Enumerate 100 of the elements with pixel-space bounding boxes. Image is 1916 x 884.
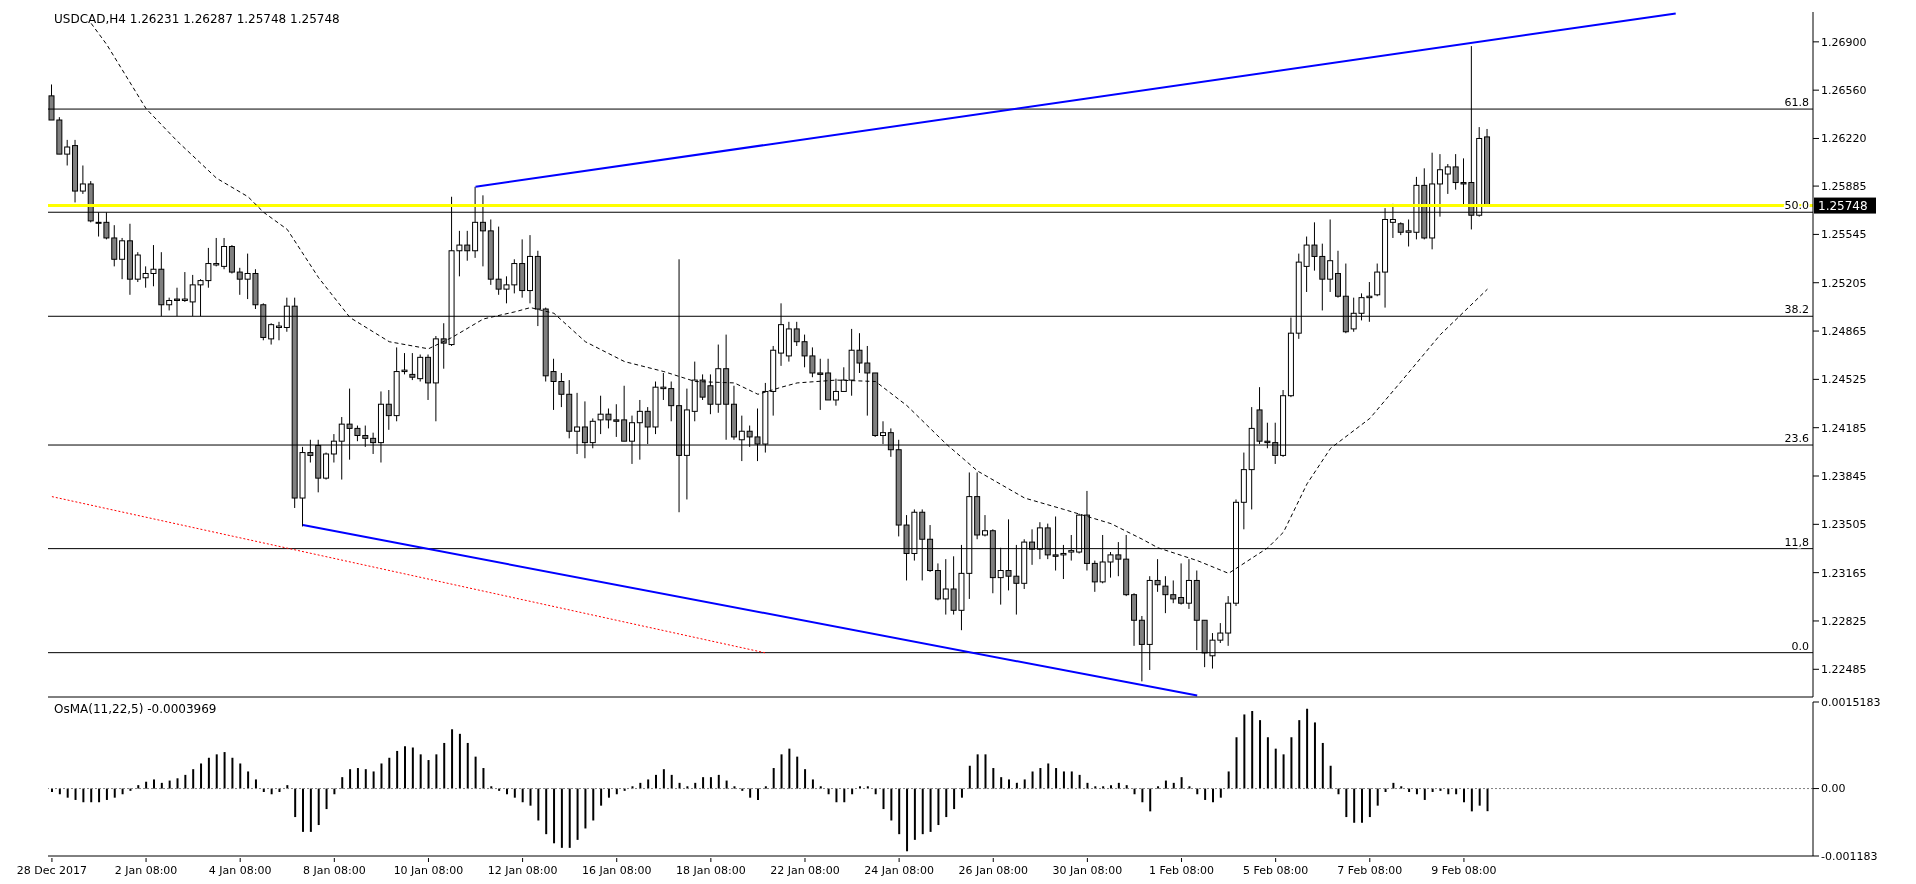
bar	[1447, 788, 1450, 795]
bar	[223, 752, 226, 789]
y-tick-label: -0.001183	[1821, 849, 1878, 863]
y-tick-label: 1.23505	[1821, 518, 1867, 532]
y-tick-label: 1.26900	[1821, 35, 1867, 49]
candlestick	[832, 378, 839, 407]
y-tick-label: 1.22485	[1821, 663, 1867, 677]
y-tick-label: 1.24525	[1821, 373, 1867, 387]
x-tick-label: 12 Jan 08:00	[487, 864, 558, 877]
bar	[600, 788, 603, 806]
bar	[1259, 720, 1262, 789]
bar	[1455, 788, 1458, 795]
bar	[302, 788, 305, 832]
candlestick	[1178, 562, 1185, 606]
bar	[152, 779, 155, 789]
x-tick-label: 18 Jan 08:00	[676, 864, 746, 877]
bar	[1235, 737, 1238, 789]
bar	[1274, 748, 1277, 789]
x-tick-label: 22 Jan 08:00	[770, 864, 840, 877]
bar	[1423, 788, 1426, 800]
x-tick-label: 26 Jan 08:00	[958, 864, 1029, 877]
annotation: 61.8	[1784, 96, 1809, 110]
bar	[898, 788, 901, 835]
bar	[670, 774, 673, 789]
annotation: 50.0	[1784, 199, 1809, 213]
bar	[1204, 788, 1207, 800]
bar	[1133, 788, 1136, 795]
bar	[58, 788, 61, 795]
bar	[325, 788, 328, 810]
bar	[1353, 788, 1356, 823]
annotation: 0.0	[1791, 639, 1809, 653]
bar	[804, 769, 807, 789]
bar	[349, 769, 352, 789]
bar	[592, 788, 595, 821]
bar	[513, 788, 516, 798]
candlestick	[1091, 560, 1098, 593]
x-tick-label: 24 Jan 08:00	[864, 864, 934, 877]
y-tick-label: 1.24865	[1821, 324, 1867, 338]
y-tick-label: 1.26220	[1821, 132, 1867, 146]
bar	[521, 788, 524, 803]
bar	[1070, 771, 1073, 789]
bar	[843, 788, 846, 803]
bar	[1157, 786, 1160, 789]
y-tick-label: 1.25545	[1821, 228, 1867, 242]
bar	[874, 788, 877, 795]
bar	[1313, 722, 1316, 789]
bar	[443, 742, 446, 789]
bar	[529, 788, 532, 806]
x-tick-label: 8 Jan 08:00	[302, 864, 366, 877]
y-tick-label: 1.25885	[1821, 180, 1867, 193]
bar	[796, 756, 799, 789]
bar	[482, 768, 485, 789]
bar	[98, 788, 101, 803]
bar	[545, 788, 548, 835]
candlestick	[268, 322, 275, 346]
x-tick-label: 9 Feb 08:00	[1431, 864, 1497, 877]
bar	[231, 757, 234, 789]
candlestick	[1334, 250, 1341, 299]
bar	[184, 774, 187, 789]
bar	[1086, 782, 1089, 789]
bar	[655, 774, 658, 789]
y-tick-label: 1.22825	[1821, 614, 1867, 628]
bar	[945, 788, 948, 818]
candlestick	[1327, 218, 1334, 293]
bar	[835, 788, 838, 803]
y-tick-label: 1.25205	[1821, 276, 1867, 290]
y-tick-label: 1.23165	[1821, 566, 1867, 580]
x-tick-label: 30 Jan 08:00	[1052, 864, 1123, 877]
candlestick	[1374, 263, 1381, 297]
bar	[1415, 788, 1418, 795]
bar	[1266, 737, 1269, 789]
candlestick	[275, 321, 282, 341]
bar	[435, 754, 438, 789]
bar	[576, 788, 579, 840]
bar	[984, 754, 987, 789]
bar	[333, 788, 336, 795]
bar	[764, 786, 767, 789]
bar	[113, 788, 116, 798]
bar	[1329, 765, 1332, 789]
bar	[757, 788, 759, 800]
bar	[294, 788, 297, 818]
candlestick	[621, 385, 628, 442]
bar	[1039, 768, 1042, 789]
bar	[451, 729, 454, 789]
bar	[396, 750, 399, 789]
bar	[176, 778, 179, 789]
bar	[168, 780, 171, 789]
bar	[811, 779, 814, 789]
candlestick	[1444, 163, 1451, 195]
annotation: 38.2	[1784, 303, 1809, 317]
bar	[121, 788, 124, 795]
bar	[1149, 788, 1152, 812]
bar	[788, 748, 791, 789]
bar	[921, 788, 924, 835]
bar	[200, 763, 203, 789]
bar	[1219, 788, 1222, 798]
bar	[749, 788, 752, 798]
bar	[270, 788, 273, 795]
bar	[1015, 782, 1018, 789]
bar	[215, 754, 218, 789]
